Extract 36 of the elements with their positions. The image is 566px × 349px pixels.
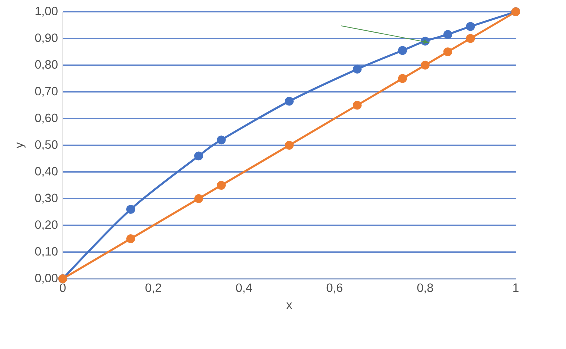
x-tick-label: 0,4: [236, 284, 252, 294]
point: [217, 136, 226, 145]
y-tick-label: 0,60: [35, 114, 58, 124]
y-tick-label: 0,20: [35, 220, 58, 231]
y-tick-label: 0,10: [35, 247, 58, 258]
point: [352, 100, 362, 110]
y-tick-label: 0,90: [35, 34, 58, 44]
point: [466, 22, 476, 32]
point: [398, 74, 408, 84]
point: [285, 96, 294, 106]
point: [444, 30, 453, 40]
point: [194, 194, 204, 204]
y-tick-label: 0,70: [35, 87, 58, 98]
x-tick-label: 1: [514, 284, 519, 292]
x-tick-label: 0,8: [418, 284, 434, 294]
x-axis-title: x: [286, 302, 292, 310]
y-tick-label: 0,00: [35, 274, 58, 284]
x-tick-label: 0,6: [326, 284, 343, 294]
point: [285, 141, 294, 150]
point: [194, 152, 204, 161]
point: [420, 60, 430, 70]
point: [126, 234, 136, 244]
point: [444, 48, 453, 57]
y-tick-label: 0,80: [35, 60, 58, 70]
y-tick-label: 0,30: [35, 194, 58, 204]
x-tick-label: 0: [60, 284, 66, 292]
point: [352, 64, 362, 74]
point: [398, 46, 408, 56]
y-tick-label: 0,40: [35, 167, 58, 178]
x-tick-label: 0,2: [146, 284, 162, 294]
y-tick-label: 0,50: [35, 140, 58, 150]
point: [217, 181, 226, 190]
y-tick-label: 1,00: [36, 7, 58, 17]
point: [466, 34, 476, 44]
y-axis-title: y: [16, 142, 26, 148]
point: [126, 205, 136, 214]
